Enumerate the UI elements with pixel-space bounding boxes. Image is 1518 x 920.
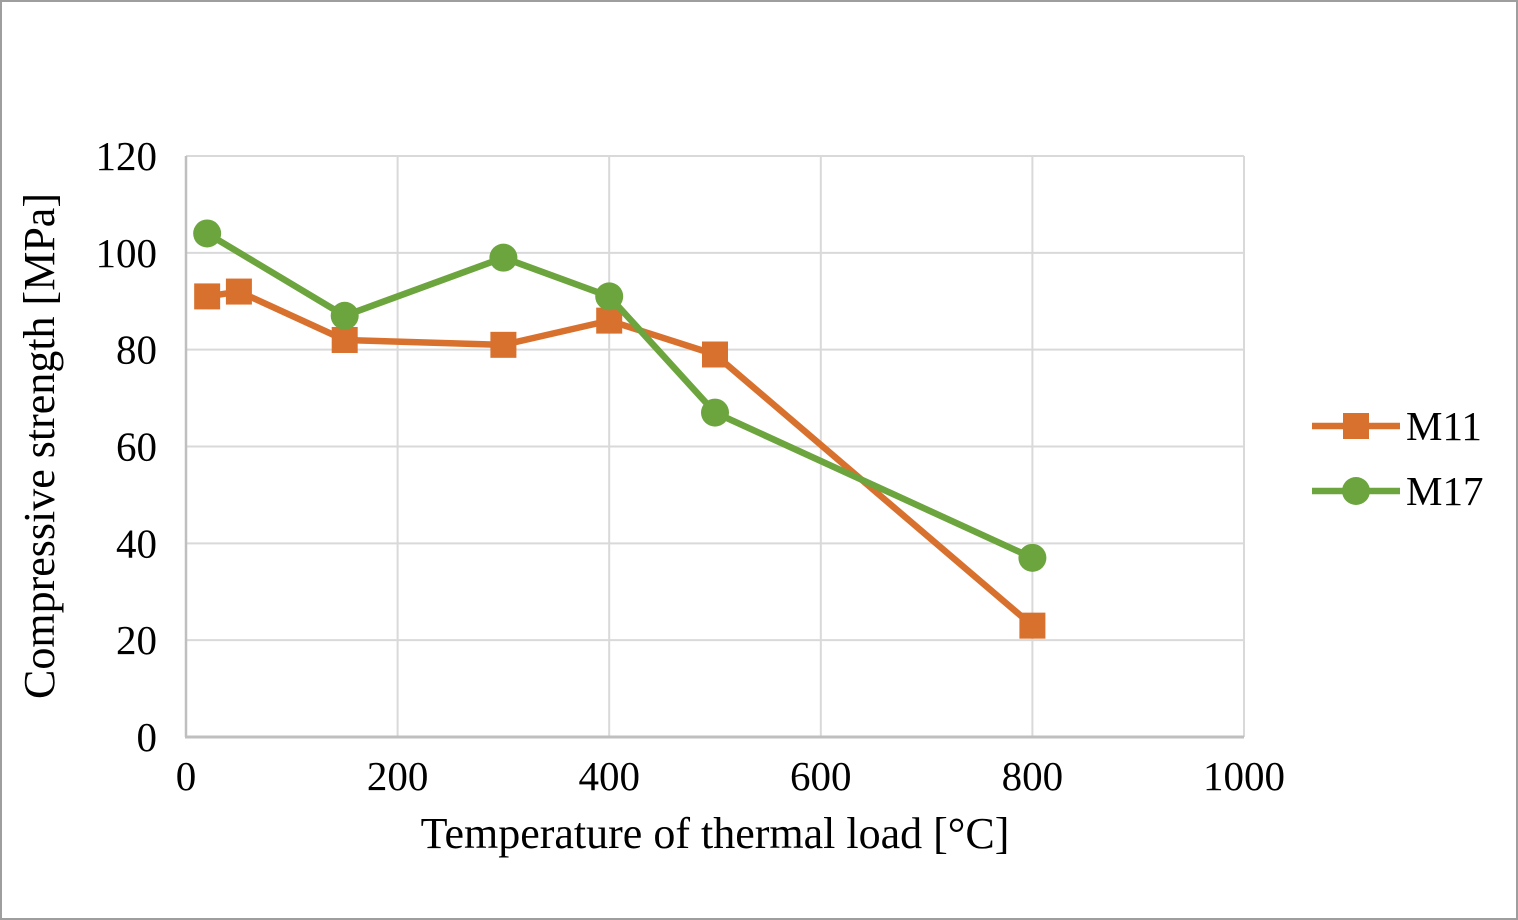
y-axis-title: Compressive strength [MPa] bbox=[15, 193, 64, 699]
point-m17-400-marker-circle bbox=[595, 282, 624, 311]
legend-label-m17: M17 bbox=[1406, 468, 1483, 514]
point-m11-400-marker-square bbox=[596, 307, 623, 334]
legend-item-m11: M11 bbox=[1312, 403, 1482, 449]
x-tick-label-1000: 1000 bbox=[1203, 753, 1285, 799]
point-m11-800-marker-square bbox=[1019, 612, 1046, 639]
point-m17-150-marker-circle bbox=[330, 301, 359, 330]
x-tick-label-800: 800 bbox=[1002, 753, 1064, 799]
point-m17-300-marker-circle bbox=[489, 243, 518, 272]
y-tick-label-40: 40 bbox=[116, 520, 157, 566]
grid-layer bbox=[185, 155, 1245, 738]
point-m11-300-marker-square bbox=[490, 331, 517, 358]
y-tick-label-100: 100 bbox=[96, 230, 158, 276]
legend-m17-marker-circle bbox=[1342, 477, 1370, 505]
tick-label-layer: 0 20 40 60 80 100 120 0 200 400 600 800 1000 bbox=[96, 133, 1286, 799]
x-tick-label-200: 200 bbox=[367, 753, 429, 799]
series-m17 bbox=[193, 219, 1047, 572]
point-m17-800-marker-circle bbox=[1018, 543, 1047, 572]
point-m11-500-marker-square bbox=[702, 341, 728, 368]
series-line-m11 bbox=[206, 288, 1035, 629]
point-m11-20-marker-square bbox=[194, 283, 221, 310]
point-m17-500-marker-circle bbox=[701, 398, 729, 427]
x-tick-label-600: 600 bbox=[790, 753, 852, 799]
y-tick-label-80: 80 bbox=[116, 327, 157, 373]
legend-m11-marker-square bbox=[1343, 413, 1369, 439]
x-tick-label-0: 0 bbox=[176, 753, 197, 799]
point-m11-50-marker-square bbox=[225, 278, 252, 305]
series-layer bbox=[193, 219, 1047, 639]
y-tick-label-120: 120 bbox=[96, 133, 158, 179]
x-tick-label-400: 400 bbox=[578, 753, 640, 799]
y-tick-label-0: 0 bbox=[137, 714, 158, 760]
axis-layer bbox=[184, 156, 1244, 739]
legend-label-m11: M11 bbox=[1406, 403, 1482, 449]
series-line-m17 bbox=[205, 230, 1034, 561]
y-tick-label-20: 20 bbox=[116, 617, 157, 663]
point-m11-150-marker-square bbox=[331, 326, 358, 353]
x-axis-title: Temperature of thermal load [°C] bbox=[421, 809, 1010, 858]
legend-item-m17: M17 bbox=[1312, 468, 1483, 514]
series-m11 bbox=[194, 278, 1046, 639]
point-m17-20-marker-circle bbox=[193, 219, 222, 248]
y-tick-label-60: 60 bbox=[116, 424, 157, 470]
